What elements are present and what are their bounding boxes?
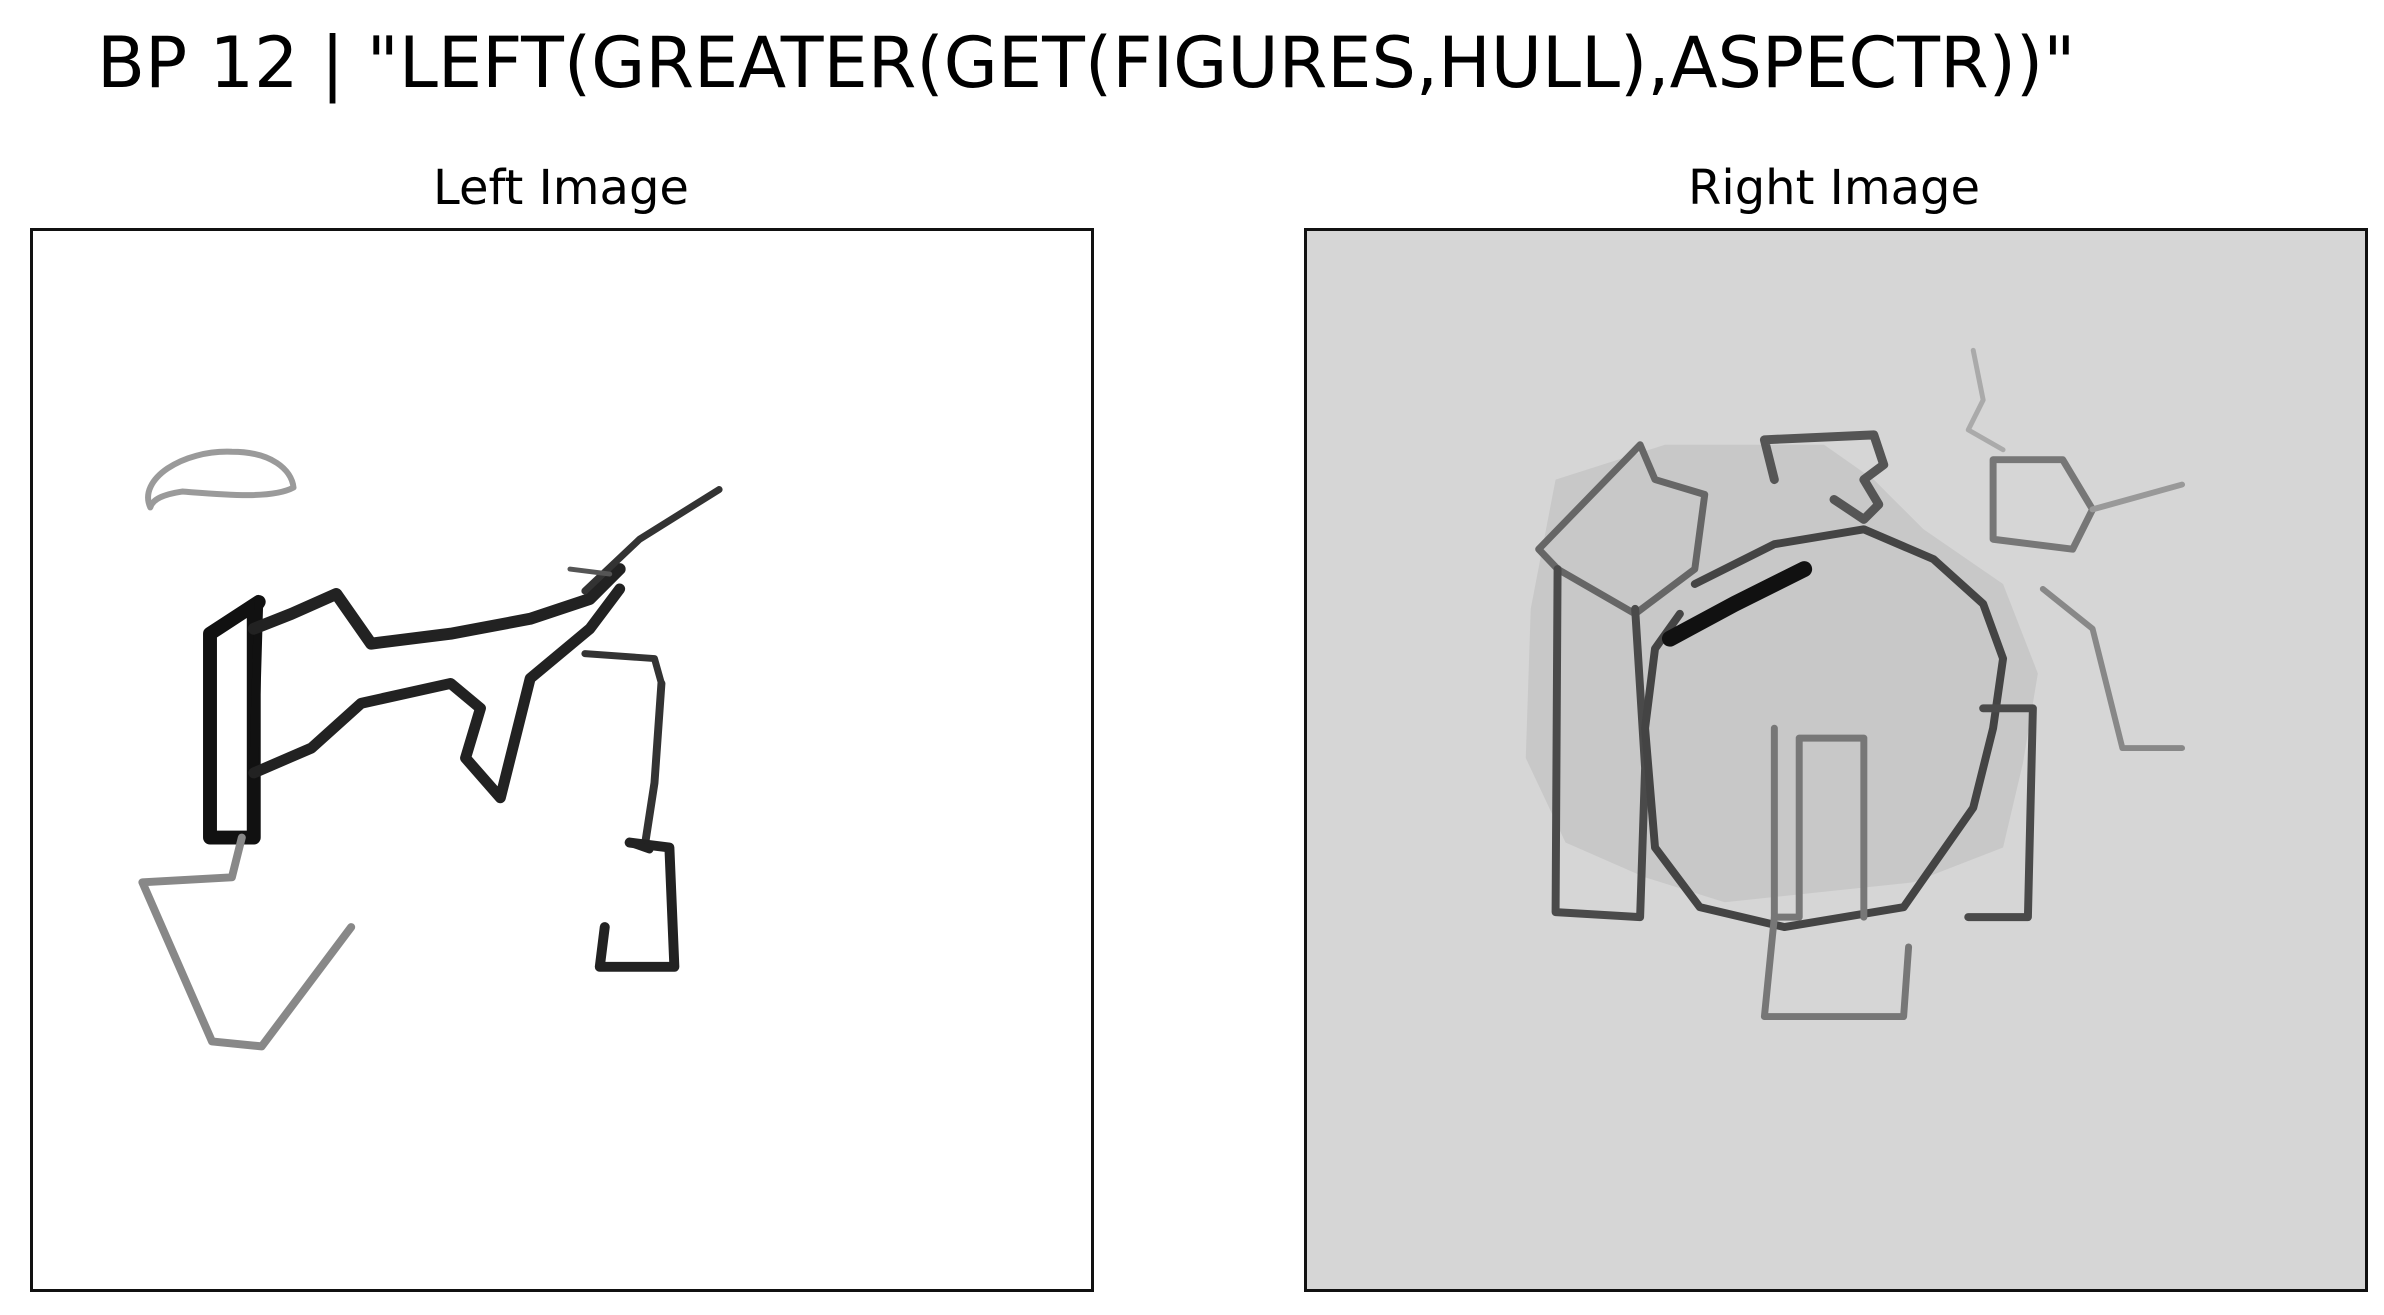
left-image-label: Left Image bbox=[433, 160, 689, 216]
left-image-drawing bbox=[138, 448, 723, 1051]
right-image-panel bbox=[1304, 228, 2368, 1292]
left-image-panel bbox=[30, 228, 1094, 1292]
page-title: BP 12 | "LEFT(GREATER(GET(FIGURES,HULL),… bbox=[97, 22, 2076, 104]
right-image-label: Right Image bbox=[1688, 160, 1980, 216]
right-image-drawing bbox=[1525, 347, 2186, 1021]
